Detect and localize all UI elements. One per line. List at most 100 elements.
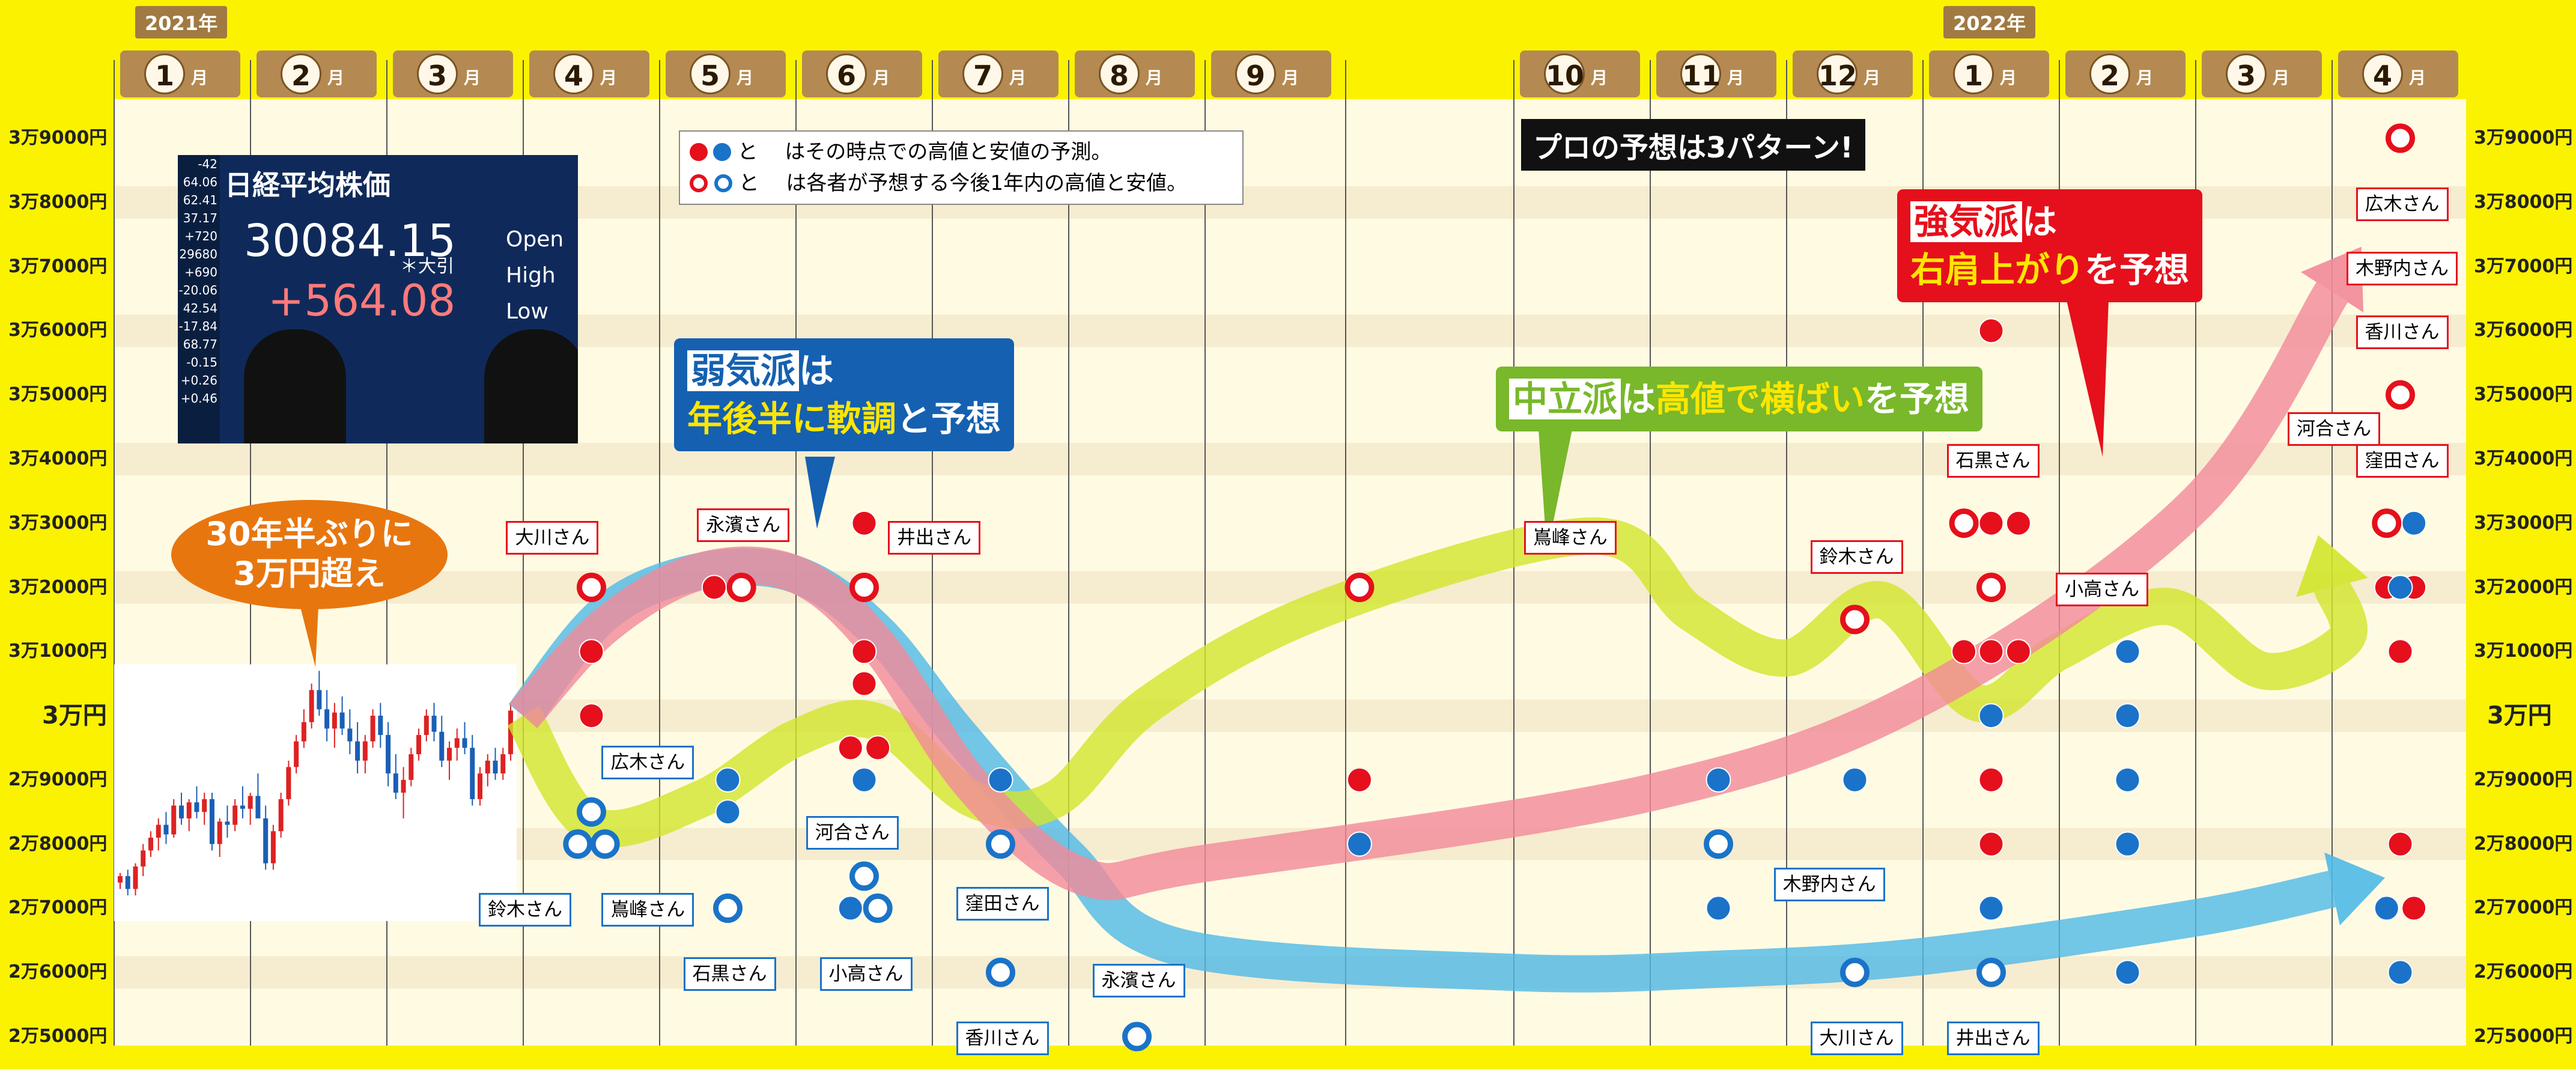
- forecaster-label: 大川さん: [1810, 1022, 1903, 1055]
- forecast-dot: [2387, 831, 2413, 857]
- forecast-dot: [715, 799, 741, 825]
- forecast-ring: [577, 573, 606, 602]
- candle-body: [202, 799, 207, 812]
- forecast-dot: [851, 510, 877, 536]
- forecaster-label: 小高さん: [2056, 572, 2149, 606]
- forecast-dot: [2387, 639, 2413, 665]
- candle-body: [178, 805, 184, 818]
- milestone-bubble: 30年半ぶりに 3万円超え: [171, 500, 448, 609]
- bear-callout-tail: [805, 457, 835, 529]
- forecaster-label: 窪田さん: [2356, 443, 2449, 478]
- month-number: 7: [962, 53, 1003, 94]
- candle-body: [386, 735, 391, 774]
- candle-body: [163, 824, 169, 835]
- candle-body: [447, 748, 452, 761]
- candle-body: [286, 767, 291, 799]
- candle-body: [232, 805, 238, 825]
- blue-ring-icon: [714, 174, 732, 192]
- y-tick-label: 3万4000円: [2474, 448, 2573, 469]
- candle-body: [301, 722, 306, 742]
- forecast-dot: [1978, 895, 2004, 921]
- bear-text-2: と予想: [896, 398, 1001, 439]
- neutral-key: 中立派: [1509, 379, 1621, 419]
- candle-body: [401, 779, 406, 793]
- y-tick-label: 3万2000円: [2474, 576, 2573, 598]
- forecaster-label: 木野内さん: [1773, 867, 1885, 901]
- board-high: High: [506, 263, 556, 288]
- year-2021-label: 2021年: [135, 6, 228, 38]
- forecast-dot: [2374, 895, 2399, 921]
- board-unit: ＊大引: [400, 256, 454, 277]
- month-tab: 11 月: [1656, 50, 1776, 97]
- forecast-dot: [2401, 510, 2427, 536]
- forecast-ring: [726, 573, 756, 602]
- y-tick-label: 3万1000円: [2474, 641, 2573, 662]
- candle-body: [225, 821, 230, 825]
- candle-body: [393, 773, 398, 793]
- history-panel: [114, 664, 517, 921]
- red-dot-icon: [690, 143, 708, 161]
- market-board-photo: -42 64.06 62.41 37.17 +720 29680 +690 -20.06 42.…: [178, 155, 578, 443]
- y-tick-label: 3万4000円: [8, 448, 108, 469]
- legend-row-2: と は各者が予想する今後1年内の高値と安値。: [690, 168, 1233, 199]
- forecast-dot: [2005, 639, 2031, 665]
- board-number: +0.26: [180, 373, 217, 388]
- forecast-dot: [2387, 574, 2413, 600]
- y-tick-label: 3万円: [42, 702, 107, 730]
- month-number: 10: [1544, 53, 1585, 94]
- candle-body: [493, 760, 498, 774]
- forecast-dot: [1842, 767, 1868, 793]
- forecast-ring: [2386, 123, 2415, 153]
- board-left-column: -42 64.06 62.41 37.17 +720 29680 +690 -20.06 42.…: [178, 155, 220, 443]
- forecast-dot: [1978, 510, 2004, 536]
- bear-key-2: 年後半に軟調: [687, 398, 897, 439]
- forecast-ring: [849, 573, 879, 602]
- y-tick-label: 2万7000円: [8, 897, 108, 919]
- forecast-ring: [1840, 605, 1870, 635]
- y-tick-label: 2万6000円: [8, 961, 108, 983]
- forecast-ring: [590, 829, 620, 859]
- y-tick-label: 3万7000円: [2474, 255, 2573, 277]
- month-suffix: 月: [191, 68, 208, 88]
- forecaster-label: 広木さん: [601, 745, 694, 779]
- forecast-dot: [1978, 831, 2004, 857]
- board-number: -0.15: [186, 355, 217, 370]
- board-number: 64.06: [183, 175, 217, 189]
- y-tick-label: 2万9000円: [8, 769, 108, 790]
- month-tab: 10 月: [1520, 50, 1640, 97]
- neutral-callout: 中立派 は高値で横ばいを予想: [1496, 367, 1983, 431]
- candle-body: [270, 831, 276, 863]
- bear-key: 弱気派: [687, 350, 800, 391]
- y-tick-label: 3万5000円: [8, 384, 108, 406]
- y-tick-label: 3万5000円: [2474, 384, 2573, 406]
- y-tick-label: 3万7000円: [8, 255, 108, 277]
- forecast-ring: [849, 861, 879, 891]
- forecast-dot: [2115, 960, 2140, 985]
- board-number: +0.46: [180, 391, 217, 406]
- bull-callout: 強気派は 右肩上がりを予想: [1897, 189, 2203, 302]
- month-suffix: 月: [1591, 68, 1608, 88]
- forecast-dot: [837, 895, 863, 921]
- forecaster-label: 鈴木さん: [1810, 540, 1903, 574]
- y-tick-label: 3万9000円: [8, 127, 108, 148]
- bear-text-1: は: [799, 350, 834, 391]
- y-tick-label: 2万5000円: [8, 1026, 108, 1047]
- band-stripe: [114, 442, 2466, 475]
- month-tab: 12 月: [1793, 50, 1913, 97]
- forecast-dot: [851, 671, 877, 696]
- month-number: 4: [553, 53, 594, 94]
- legend-box: と はその時点での高値と安値の予測。 と は各者が予想する今後1年内の高値と安値…: [679, 130, 1244, 205]
- board-number: 37.17: [183, 211, 217, 225]
- person-silhouette: [484, 329, 578, 443]
- month-number: 4: [2362, 53, 2403, 94]
- month-number: 11: [1680, 53, 1721, 94]
- month-suffix: 月: [464, 68, 481, 88]
- bubble-line-2: 3万円超え: [233, 555, 386, 592]
- month-number: 8: [1099, 53, 1140, 94]
- board-low: Low: [506, 299, 548, 324]
- board-number: +720: [184, 229, 217, 243]
